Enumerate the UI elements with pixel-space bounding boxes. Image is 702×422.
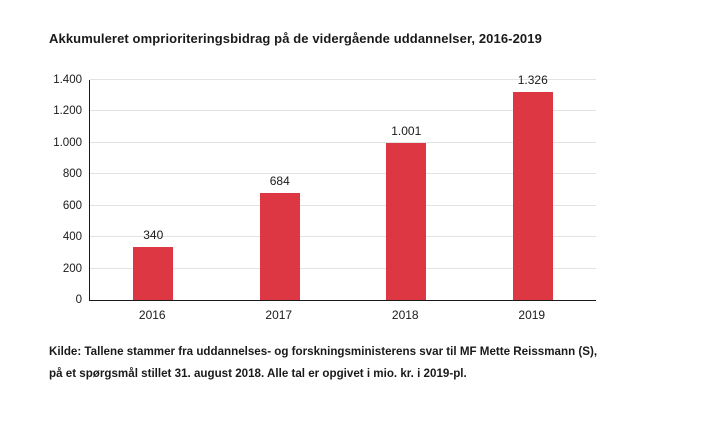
bar-2018 — [386, 142, 427, 300]
x-tick-label: 2019 — [518, 308, 546, 322]
bar-value-label: 340 — [143, 227, 164, 242]
bar-2019 — [512, 91, 553, 300]
bar-value-label: 1.326 — [517, 72, 548, 87]
plot-area: 340 684 1.001 1.326 — [89, 73, 596, 301]
bar-2016 — [133, 246, 174, 300]
gridline-1400 — [90, 79, 596, 80]
x-tick-label: 2016 — [138, 308, 166, 322]
y-tick-label: 0 — [75, 294, 82, 306]
y-tick-label: 1.200 — [53, 105, 82, 118]
x-tick-label: 2018 — [391, 308, 419, 322]
gridline-1200 — [90, 110, 596, 112]
bar-value-label: 684 — [269, 173, 290, 188]
y-tick-label: 1.400 — [53, 74, 82, 86]
y-tick-label: 400 — [62, 231, 82, 244]
gridline-600 — [90, 204, 596, 206]
x-tick-label: 2017 — [265, 308, 293, 322]
y-tick-label: 200 — [62, 262, 82, 275]
bar-value-label: 1.001 — [391, 123, 422, 138]
y-tick-label: 600 — [62, 199, 82, 212]
y-tick-label: 1.000 — [53, 136, 82, 149]
x-axis-labels: 2016 2017 2018 2019 — [89, 308, 595, 324]
y-tick-label: 800 — [62, 168, 82, 181]
source-line-2: på et spørgsmål stillet 31. august 2018.… — [49, 367, 467, 380]
gridline-800 — [90, 173, 596, 175]
bar-2017 — [259, 192, 300, 300]
gridline-400 — [90, 236, 596, 238]
chart-title: Akkumuleret omprioriteringsbidrag på de … — [49, 31, 542, 46]
source-note: Kilde: Tallene stammer fra uddannelses- … — [49, 341, 669, 385]
source-line-1: Kilde: Tallene stammer fra uddannelses- … — [49, 345, 598, 358]
gridline-1000 — [90, 141, 596, 143]
gridline-200 — [90, 267, 596, 269]
y-axis-labels: 0 200 400 600 800 1.000 1.200 1.400 — [0, 74, 82, 306]
